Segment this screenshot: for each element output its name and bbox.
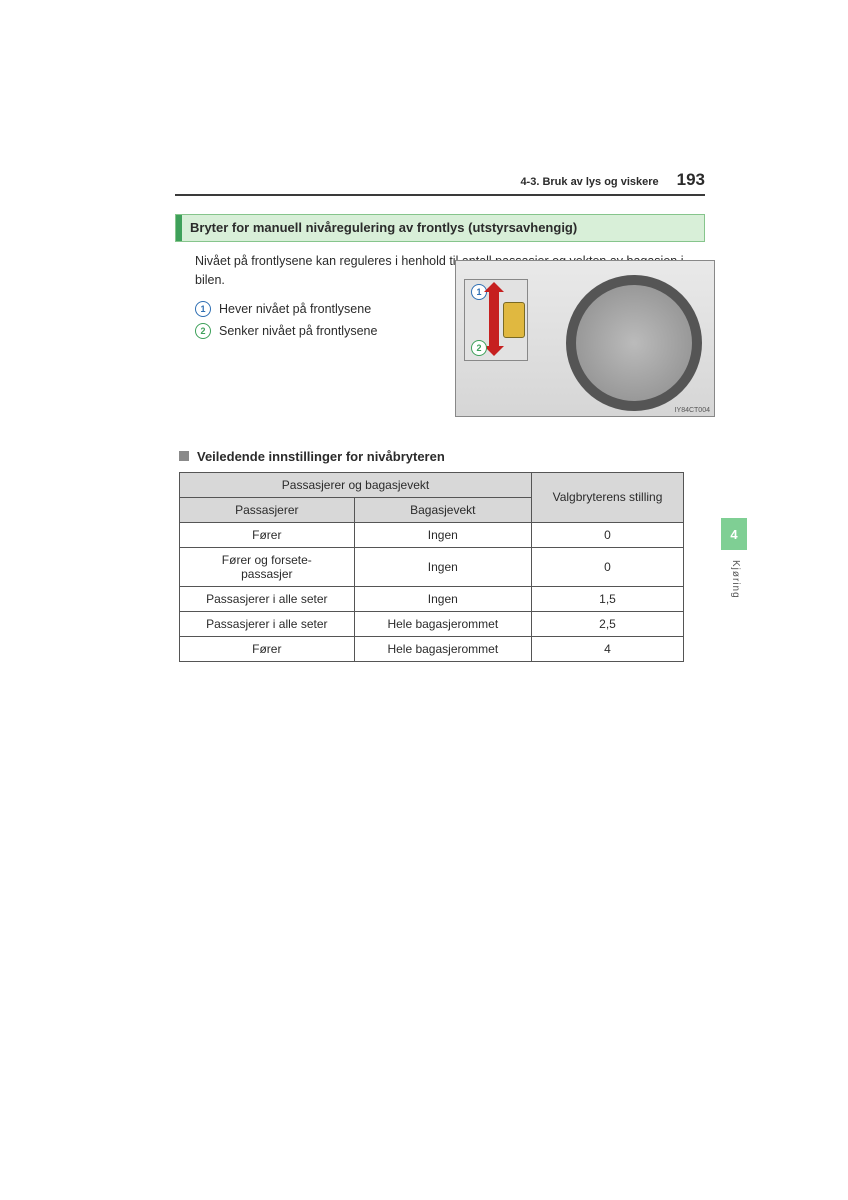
steering-wheel-icon: [566, 275, 702, 411]
chapter-tab: 4: [721, 518, 747, 550]
cell-luggage: Hele bagasjerommet: [354, 636, 531, 661]
table-header-luggage: Bagasjevekt: [354, 497, 531, 522]
cell-luggage: Ingen: [354, 547, 531, 586]
settings-table: Passasjerer og bagasjevekt Valgbryterens…: [179, 472, 684, 662]
header-rule: [175, 194, 705, 196]
section-title-text: Bryter for manuell nivåregulering av fro…: [182, 215, 585, 241]
callout-down-icon: 2: [471, 340, 487, 356]
double-arrow-icon: [489, 290, 499, 348]
cell-passengers: Fører og forsete- passasjer: [180, 547, 355, 586]
page-number: 193: [677, 170, 705, 190]
square-bullet-icon: [179, 451, 189, 461]
chapter-number: 4: [730, 527, 737, 542]
table-header-passengers: Passasjerer: [180, 497, 355, 522]
sub-heading-text: Veiledende innstillinger for nivåbrytere…: [197, 449, 445, 464]
table-row: Passasjerer i alle seter Ingen 1,5: [180, 586, 684, 611]
cell-luggage: Hele bagasjerommet: [354, 611, 531, 636]
table-row: Passasjerer i alle seter Hele bagasjerom…: [180, 611, 684, 636]
chapter-label: Kjøring: [730, 560, 741, 599]
cell-value: 2,5: [531, 611, 683, 636]
cell-value: 1,5: [531, 586, 683, 611]
level-switch-diagram: 1 2: [464, 279, 528, 361]
table-header-position: Valgbryterens stilling: [531, 472, 683, 522]
bullet-text: Hever nivået på frontlysene: [219, 302, 371, 316]
cell-value: 0: [531, 547, 683, 586]
section-title: Bryter for manuell nivåregulering av fro…: [175, 214, 705, 242]
cell-value: 4: [531, 636, 683, 661]
cell-luggage: Ingen: [354, 586, 531, 611]
page-header: 4-3. Bruk av lys og viskere 193: [175, 170, 705, 190]
cell-value: 0: [531, 522, 683, 547]
switch-knob-icon: [503, 302, 525, 338]
dashboard-illustration: 1 2 IY84CT004: [455, 260, 715, 417]
table-header-group: Passasjerer og bagasjevekt: [180, 472, 532, 497]
number-circle-icon: 1: [195, 301, 211, 317]
cell-luggage: Ingen: [354, 522, 531, 547]
bullet-text: Senker nivået på frontlysene: [219, 324, 377, 338]
cell-passengers: Passasjerer i alle seter: [180, 586, 355, 611]
cell-passengers: Fører: [180, 522, 355, 547]
table-row: Fører Hele bagasjerommet 4: [180, 636, 684, 661]
table-row: Fører og forsete- passasjer Ingen 0: [180, 547, 684, 586]
cell-passengers: Passasjerer i alle seter: [180, 611, 355, 636]
table-row: Fører Ingen 0: [180, 522, 684, 547]
sub-heading: Veiledende innstillinger for nivåbrytere…: [179, 449, 705, 464]
cell-passengers: Fører: [180, 636, 355, 661]
number-circle-icon: 2: [195, 323, 211, 339]
illustration-code: IY84CT004: [675, 407, 710, 414]
manual-page: 4-3. Bruk av lys og viskere 193 Bryter f…: [175, 170, 705, 662]
section-path: 4-3. Bruk av lys og viskere: [520, 176, 658, 188]
